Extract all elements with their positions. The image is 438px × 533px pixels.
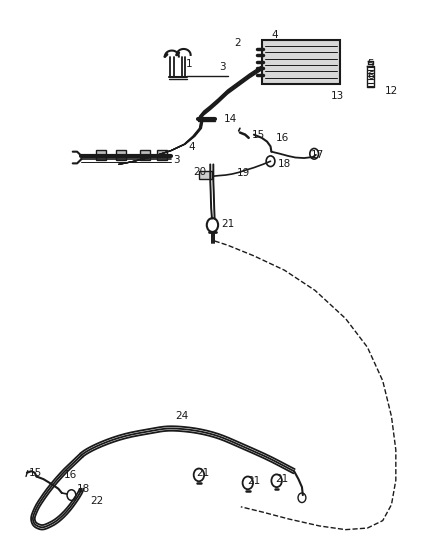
Text: 19: 19 <box>237 168 250 178</box>
Text: 1: 1 <box>186 60 193 69</box>
Text: 4: 4 <box>272 30 278 41</box>
FancyBboxPatch shape <box>262 39 340 84</box>
Text: 20: 20 <box>193 167 206 177</box>
Text: 22: 22 <box>90 496 103 506</box>
Text: 17: 17 <box>311 150 324 160</box>
Text: 4: 4 <box>188 142 195 152</box>
Text: 18: 18 <box>77 484 90 494</box>
Bar <box>116 150 126 160</box>
Text: 21: 21 <box>196 468 209 478</box>
Text: 3: 3 <box>219 62 226 72</box>
Text: 12: 12 <box>385 86 398 96</box>
Text: 24: 24 <box>175 411 189 422</box>
Text: 16: 16 <box>64 471 77 480</box>
Text: 16: 16 <box>276 133 289 143</box>
Text: 18: 18 <box>278 159 291 169</box>
Bar <box>96 150 106 160</box>
Text: 6: 6 <box>367 71 374 81</box>
Text: 3: 3 <box>173 155 180 165</box>
Text: 5: 5 <box>367 60 374 69</box>
Text: 21: 21 <box>221 219 234 229</box>
Text: 21: 21 <box>247 476 261 486</box>
Bar <box>140 150 150 160</box>
Text: 15: 15 <box>29 468 42 478</box>
Text: 21: 21 <box>275 474 288 484</box>
Text: 13: 13 <box>330 91 343 101</box>
Bar <box>157 150 167 160</box>
Text: 14: 14 <box>223 114 237 124</box>
Text: 2: 2 <box>234 38 241 48</box>
Text: 15: 15 <box>252 130 265 140</box>
Bar <box>199 171 212 179</box>
